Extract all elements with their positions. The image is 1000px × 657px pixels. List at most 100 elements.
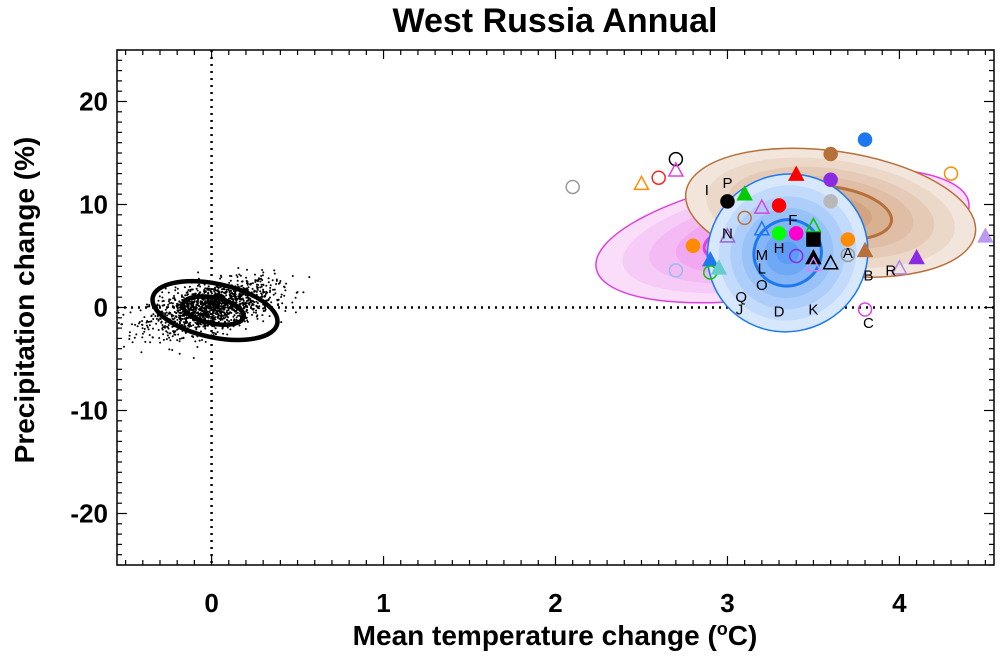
control-point bbox=[238, 300, 241, 303]
control-point bbox=[255, 311, 257, 314]
x-tick-label: 4 bbox=[892, 588, 907, 618]
control-point bbox=[273, 288, 276, 291]
control-point bbox=[258, 307, 260, 310]
control-point bbox=[283, 294, 286, 297]
control-point bbox=[164, 326, 166, 329]
y-tick-label: 10 bbox=[79, 190, 108, 220]
model-marker bbox=[771, 226, 787, 241]
control-point bbox=[164, 325, 166, 327]
control-point bbox=[176, 305, 179, 308]
control-point bbox=[229, 305, 232, 308]
blue-ensemble bbox=[706, 173, 869, 333]
control-point bbox=[172, 297, 175, 300]
control-point bbox=[245, 300, 248, 303]
control-point bbox=[143, 328, 146, 330]
model-letter-label: A bbox=[843, 245, 853, 262]
control-point bbox=[215, 310, 218, 313]
control-point bbox=[234, 309, 237, 312]
control-point bbox=[244, 305, 247, 307]
model-marker bbox=[857, 302, 873, 317]
model-letter-label: I bbox=[705, 182, 709, 199]
control-point bbox=[266, 291, 269, 294]
control-point bbox=[267, 299, 270, 302]
control-point bbox=[214, 327, 217, 330]
model-letter-label: Q bbox=[735, 289, 747, 306]
control-point bbox=[187, 306, 190, 309]
x-tick-label: 1 bbox=[376, 588, 390, 618]
control-point bbox=[233, 292, 236, 295]
control-point bbox=[230, 307, 233, 310]
control-point bbox=[222, 314, 225, 317]
control-point bbox=[218, 300, 221, 303]
control-point bbox=[173, 298, 176, 301]
control-point bbox=[123, 345, 125, 348]
control-point bbox=[197, 298, 200, 301]
control-point bbox=[184, 320, 187, 323]
control-point bbox=[208, 299, 211, 302]
control-point bbox=[260, 275, 263, 277]
control-point bbox=[294, 311, 297, 314]
control-point bbox=[241, 302, 244, 305]
control-point bbox=[177, 309, 180, 312]
y-tick-label: 0 bbox=[94, 293, 108, 323]
control-point bbox=[269, 286, 272, 289]
control-point bbox=[182, 336, 185, 339]
control-point bbox=[258, 305, 261, 308]
control-point bbox=[141, 323, 143, 326]
control-point bbox=[178, 303, 181, 306]
control-point bbox=[230, 275, 233, 278]
control-point bbox=[248, 303, 251, 306]
control-point bbox=[254, 273, 256, 276]
control-point bbox=[200, 302, 203, 305]
control-point bbox=[226, 309, 229, 312]
control-point bbox=[280, 296, 283, 298]
control-point bbox=[197, 325, 200, 328]
model-letter-label: O bbox=[756, 277, 768, 294]
control-point bbox=[208, 306, 211, 309]
control-point bbox=[207, 292, 210, 295]
control-point bbox=[135, 333, 138, 336]
control-point bbox=[213, 317, 216, 320]
control-point bbox=[206, 314, 209, 317]
control-point bbox=[134, 323, 137, 326]
control-point bbox=[201, 310, 204, 313]
model-marker bbox=[651, 170, 666, 185]
model-marker bbox=[787, 165, 805, 181]
control-point bbox=[198, 322, 201, 325]
control-point bbox=[164, 321, 167, 324]
control-point bbox=[191, 335, 193, 338]
control-point bbox=[254, 279, 257, 282]
control-point bbox=[246, 320, 249, 323]
control-point bbox=[206, 306, 209, 309]
control-point bbox=[233, 290, 235, 293]
control-point bbox=[140, 351, 143, 354]
control-point bbox=[170, 301, 173, 304]
control-point bbox=[196, 300, 199, 303]
control-point bbox=[225, 311, 228, 314]
control-point bbox=[162, 338, 165, 341]
control-point bbox=[150, 314, 153, 317]
control-point bbox=[240, 285, 243, 288]
model-letter-label: D bbox=[774, 304, 785, 321]
model-marker bbox=[753, 220, 771, 236]
control-point bbox=[162, 333, 165, 336]
control-point bbox=[176, 287, 179, 290]
control-point bbox=[195, 328, 198, 331]
control-point bbox=[273, 269, 276, 272]
control-point bbox=[226, 306, 229, 309]
control-point bbox=[178, 340, 181, 343]
control-point bbox=[136, 325, 139, 328]
control-point bbox=[228, 320, 231, 323]
control-point bbox=[183, 314, 185, 317]
control-point bbox=[128, 338, 131, 340]
control-point bbox=[251, 282, 254, 285]
control-point bbox=[239, 312, 241, 315]
model-marker bbox=[771, 198, 787, 213]
control-point bbox=[262, 310, 265, 312]
plot-frame bbox=[116, 49, 995, 566]
control-point bbox=[197, 308, 200, 311]
control-point bbox=[204, 305, 207, 308]
control-point bbox=[203, 303, 206, 306]
control-point bbox=[157, 318, 160, 321]
control-point bbox=[235, 297, 238, 300]
